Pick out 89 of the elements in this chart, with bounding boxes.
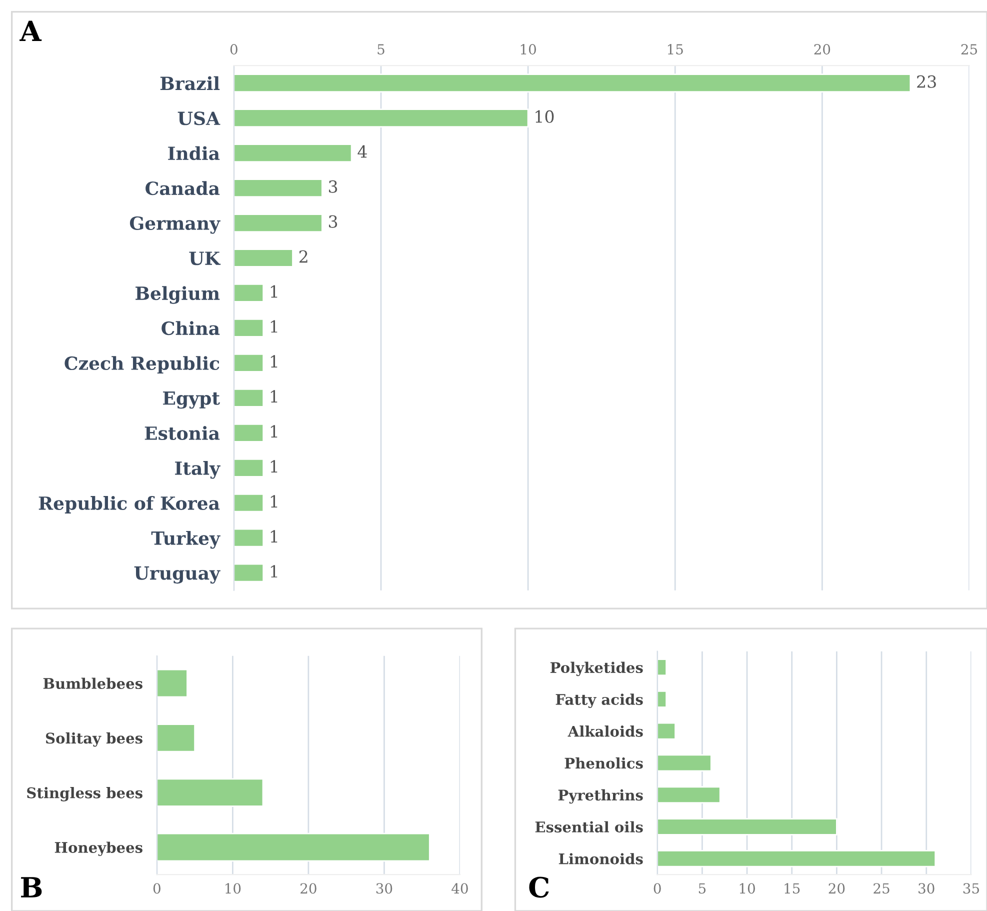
y-tick-label: Czech Republic bbox=[64, 356, 220, 374]
x-tick-label: 35 bbox=[963, 883, 979, 894]
bar bbox=[657, 850, 936, 868]
data-label: 1 bbox=[270, 460, 278, 472]
y-tick-label: China bbox=[162, 321, 220, 336]
data-label: 3 bbox=[328, 180, 338, 193]
data-label: 10 bbox=[536, 110, 554, 123]
x2-tick-label: 20 bbox=[814, 44, 830, 55]
data-label: 1 bbox=[270, 530, 278, 542]
x-tick-label: 5 bbox=[698, 883, 706, 894]
y-tick-label: Canada bbox=[146, 181, 220, 196]
x-tick-label: 0 bbox=[654, 883, 661, 894]
y-tick-label: Stingless bees bbox=[27, 787, 142, 802]
data-label: 1 bbox=[270, 285, 278, 298]
bar bbox=[234, 178, 323, 198]
bar bbox=[234, 248, 294, 268]
x-tick-label: 20 bbox=[828, 883, 845, 894]
y-tick-label: Fatty acids bbox=[556, 694, 643, 708]
y-tick-label: USA bbox=[178, 112, 220, 126]
y-tick-label: Turkey bbox=[151, 530, 220, 549]
data-label: 23 bbox=[917, 75, 936, 88]
bar bbox=[234, 108, 529, 128]
bar bbox=[234, 458, 264, 478]
x2-tick-label: 25 bbox=[961, 44, 977, 55]
y-tick-label: India bbox=[168, 146, 220, 160]
y-tick-label: Germany bbox=[130, 216, 220, 234]
x2-tick-label: 0 bbox=[230, 44, 238, 55]
bar bbox=[234, 354, 264, 372]
y-tick-label: Alkaloids bbox=[568, 726, 643, 737]
y-tick-label: Honeybees bbox=[54, 842, 142, 856]
bar bbox=[234, 563, 264, 582]
bar bbox=[657, 786, 721, 804]
y-tick-label: UK bbox=[189, 252, 221, 266]
y-tick-label: Italy bbox=[175, 461, 220, 479]
text: B bbox=[21, 877, 42, 898]
y-tick-label: Pyrethrins bbox=[558, 789, 643, 804]
bar bbox=[657, 754, 712, 772]
y-tick-label: Uruguay bbox=[134, 566, 220, 584]
x-tick-label: 10 bbox=[740, 883, 755, 894]
x-tick-label: 25 bbox=[874, 883, 890, 894]
y-tick-label: Limonoids bbox=[558, 853, 643, 864]
y-tick-label: Essential oils bbox=[535, 821, 643, 832]
data-label: 4 bbox=[358, 145, 367, 158]
bar bbox=[156, 778, 264, 807]
bar bbox=[234, 214, 323, 232]
y-tick-label: Polyketides bbox=[550, 662, 643, 676]
y-tick-label: Republic of Korea bbox=[38, 496, 220, 514]
y-tick-label: Bumblebees bbox=[43, 678, 142, 689]
data-label: 1 bbox=[270, 565, 278, 578]
x-tick-label: 15 bbox=[784, 883, 800, 894]
x2-tick-label: 10 bbox=[520, 44, 536, 55]
y-tick-label: Egypt bbox=[163, 391, 220, 409]
y-tick-label: Belgium bbox=[136, 286, 220, 304]
bar bbox=[657, 690, 668, 708]
data-label: 1 bbox=[270, 495, 278, 508]
bar bbox=[657, 658, 668, 676]
x2-tick-label: 15 bbox=[668, 44, 683, 55]
x-tick-label: 10 bbox=[226, 883, 241, 894]
bar bbox=[234, 388, 264, 408]
text: C bbox=[529, 876, 549, 898]
data-label: 1 bbox=[270, 425, 278, 438]
y-tick-label: Brazil bbox=[160, 76, 220, 90]
data-label: 1 bbox=[270, 320, 278, 333]
bar bbox=[234, 528, 264, 548]
bar bbox=[234, 284, 264, 302]
x2-tick-label: 5 bbox=[378, 44, 384, 55]
data-label: 3 bbox=[328, 215, 338, 228]
x-tick-label: 0 bbox=[153, 883, 160, 894]
bar bbox=[234, 74, 912, 93]
y-tick-label: Estonia bbox=[144, 426, 220, 440]
bar bbox=[156, 668, 188, 698]
data-label: 2 bbox=[299, 250, 308, 263]
bar bbox=[657, 722, 676, 740]
bar bbox=[234, 493, 264, 512]
bar bbox=[234, 423, 264, 442]
x-tick-label: 40 bbox=[452, 883, 468, 894]
data-label: 1 bbox=[270, 355, 278, 368]
x-tick-label: 20 bbox=[300, 883, 316, 894]
bar bbox=[156, 832, 430, 862]
bar bbox=[234, 144, 352, 162]
bar bbox=[234, 318, 264, 338]
bar bbox=[657, 818, 838, 836]
data-label: 1 bbox=[270, 390, 278, 403]
y-tick-label: Phenolics bbox=[564, 757, 643, 769]
x-tick-label: 30 bbox=[918, 883, 934, 894]
bar bbox=[156, 724, 196, 752]
x-tick-label: 30 bbox=[376, 883, 392, 894]
text: A bbox=[20, 20, 42, 41]
y-tick-label: Solitay bees bbox=[46, 732, 142, 747]
